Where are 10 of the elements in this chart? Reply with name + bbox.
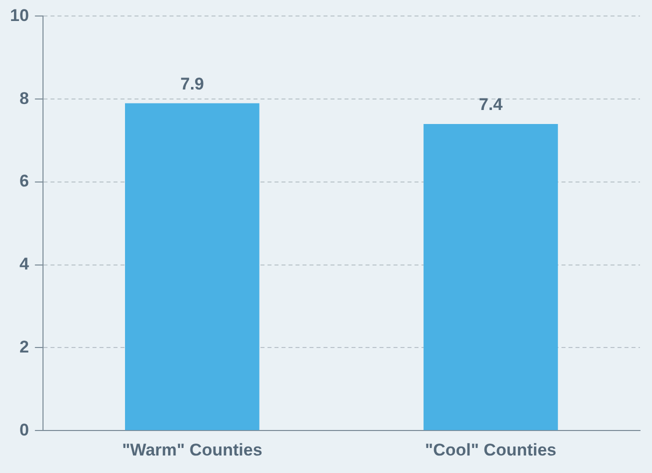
data-label: 7.4 (478, 95, 504, 114)
y-tick-label: 0 (19, 420, 29, 440)
y-tick-label: 4 (19, 254, 30, 274)
data-label: 7.9 (180, 74, 204, 94)
y-tick-label: 10 (10, 6, 29, 25)
y-tick-label: 2 (19, 337, 29, 356)
y-tick-label: 8 (19, 88, 29, 108)
y-tick-label: 6 (19, 172, 29, 191)
x-tick-label: "Cool" Counties (425, 440, 556, 460)
x-tick-label: "Warm" Counties (122, 440, 262, 460)
